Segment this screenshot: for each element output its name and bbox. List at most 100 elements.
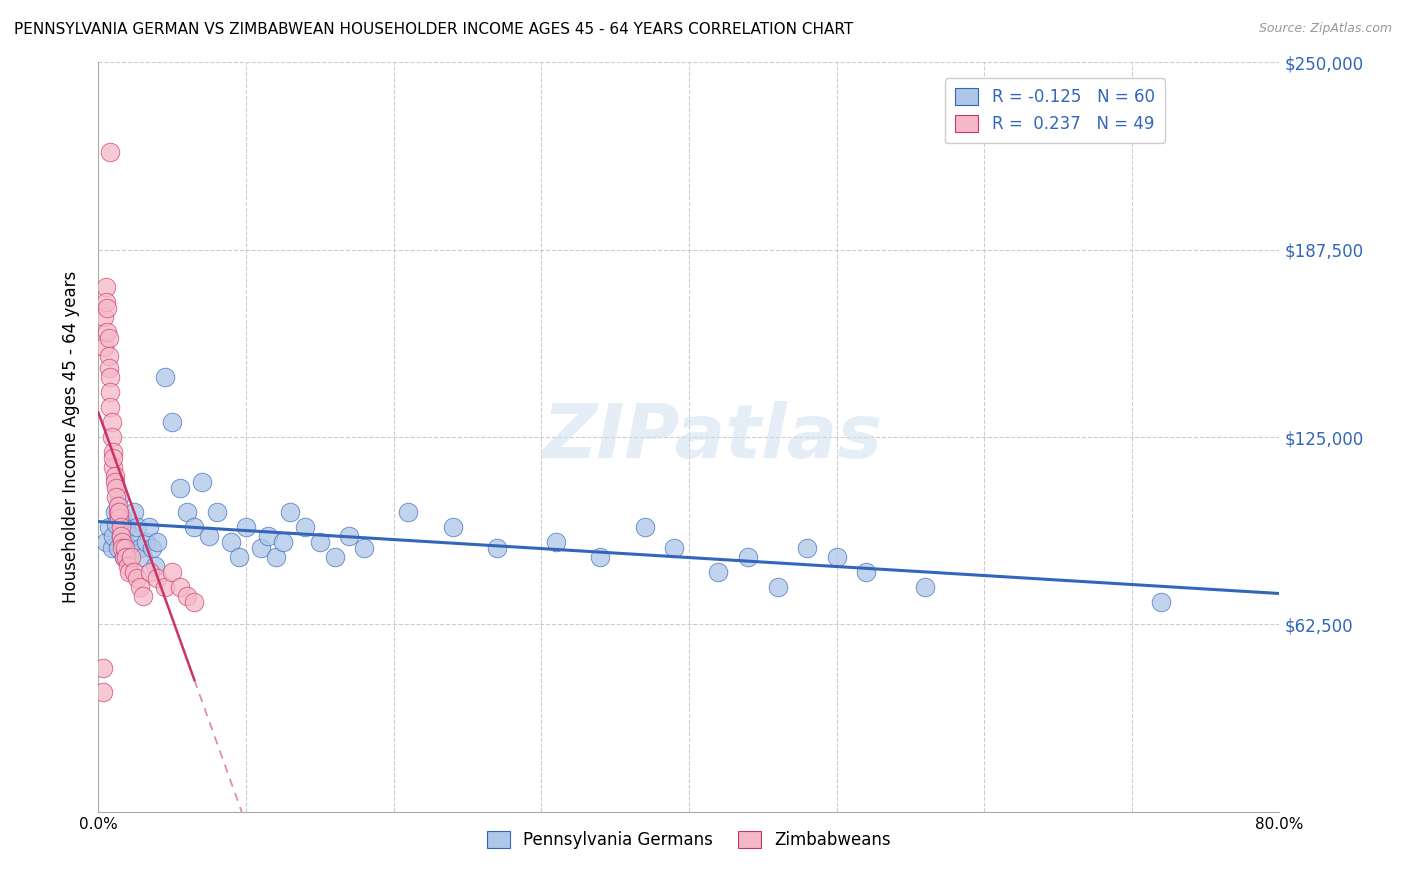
Point <box>257 529 280 543</box>
Point <box>589 549 612 564</box>
Point <box>796 541 818 555</box>
Point <box>128 580 150 594</box>
Point <box>153 370 176 384</box>
Point <box>117 541 139 555</box>
Point <box>264 549 287 564</box>
Point <box>198 529 221 543</box>
Point <box>108 505 131 519</box>
Point <box>914 580 936 594</box>
Y-axis label: Householder Income Ages 45 - 64 years: Householder Income Ages 45 - 64 years <box>62 271 80 603</box>
Point <box>98 400 121 414</box>
Point <box>855 565 877 579</box>
Point <box>664 541 686 555</box>
Point <box>112 549 135 564</box>
Point <box>114 541 136 555</box>
Point <box>1150 595 1173 609</box>
Point <box>271 535 294 549</box>
Text: Source: ZipAtlas.com: Source: ZipAtlas.com <box>1258 22 1392 36</box>
Point <box>108 511 131 525</box>
Point <box>91 685 114 699</box>
Point <box>103 451 125 466</box>
Point <box>110 520 132 534</box>
Point <box>153 580 176 594</box>
Point <box>441 520 464 534</box>
Point <box>105 490 128 504</box>
Point <box>122 565 145 579</box>
Point <box>294 520 316 534</box>
Point <box>141 541 163 555</box>
Point <box>138 520 160 534</box>
Point <box>634 520 657 534</box>
Point <box>486 541 509 555</box>
Point <box>107 499 129 513</box>
Point <box>111 541 134 555</box>
Point <box>546 535 568 549</box>
Point <box>104 469 127 483</box>
Point <box>176 505 198 519</box>
Point <box>135 535 157 549</box>
Point <box>825 549 848 564</box>
Point <box>162 415 183 429</box>
Point <box>93 310 115 325</box>
Point <box>111 535 134 549</box>
Point <box>98 385 121 400</box>
Text: ZIPatlas: ZIPatlas <box>543 401 883 474</box>
Point <box>94 295 117 310</box>
Point <box>191 475 214 489</box>
Point <box>114 535 136 549</box>
Point <box>132 589 155 603</box>
Point <box>146 535 169 549</box>
Point <box>98 145 121 160</box>
Point <box>120 529 142 543</box>
Point <box>91 661 114 675</box>
Point <box>125 571 148 585</box>
Point <box>97 349 120 363</box>
Point <box>104 505 127 519</box>
Point <box>112 549 135 564</box>
Point <box>94 535 117 549</box>
Point <box>120 549 142 564</box>
Point <box>107 505 129 519</box>
Point <box>339 529 361 543</box>
Point <box>221 535 243 549</box>
Point <box>228 549 250 564</box>
Point <box>132 549 155 564</box>
Point <box>309 535 332 549</box>
Point <box>100 430 122 444</box>
Point <box>110 529 132 543</box>
Point <box>94 280 117 294</box>
Point <box>128 541 150 555</box>
Point <box>737 549 759 564</box>
Point <box>107 541 129 555</box>
Point <box>125 520 148 534</box>
Point <box>96 325 118 339</box>
Point <box>110 529 132 543</box>
Point <box>103 460 125 475</box>
Point <box>115 549 138 564</box>
Point <box>108 490 131 504</box>
Point <box>766 580 789 594</box>
Point <box>105 481 128 495</box>
Point <box>183 595 205 609</box>
Point <box>97 331 120 345</box>
Legend: Pennsylvania Germans, Zimbabweans: Pennsylvania Germans, Zimbabweans <box>479 824 898 855</box>
Point <box>143 558 166 573</box>
Point <box>105 516 128 531</box>
Point <box>115 520 138 534</box>
Point <box>162 565 183 579</box>
Point <box>183 520 205 534</box>
Point <box>103 529 125 543</box>
Point <box>280 505 302 519</box>
Point <box>235 520 257 534</box>
Point <box>96 301 118 316</box>
Point <box>111 511 134 525</box>
Point <box>100 415 122 429</box>
Point <box>176 589 198 603</box>
Point <box>103 445 125 459</box>
Point <box>398 505 420 519</box>
Point <box>97 520 120 534</box>
Point <box>93 340 115 354</box>
Point <box>104 475 127 489</box>
Point <box>353 541 375 555</box>
Point <box>707 565 730 579</box>
